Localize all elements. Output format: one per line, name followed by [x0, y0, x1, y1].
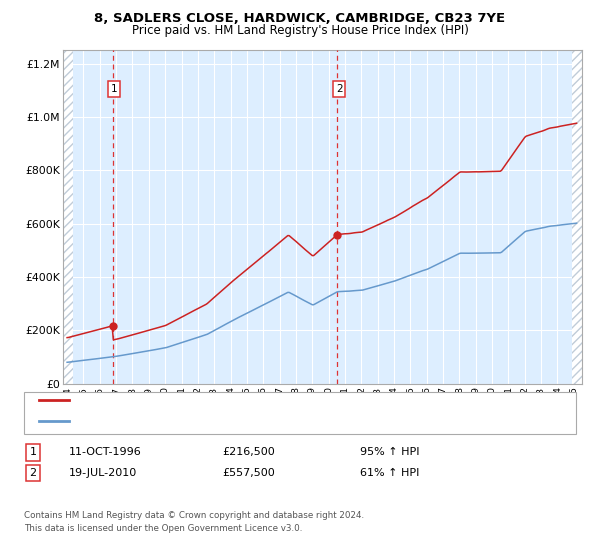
Bar [572, 50, 582, 384]
Text: 61% ↑ HPI: 61% ↑ HPI [360, 468, 419, 478]
Text: Price paid vs. HM Land Registry's House Price Index (HPI): Price paid vs. HM Land Registry's House … [131, 24, 469, 36]
Text: Contains HM Land Registry data © Crown copyright and database right 2024.: Contains HM Land Registry data © Crown c… [24, 511, 364, 520]
Text: 2: 2 [336, 83, 343, 94]
Text: 19-JUL-2010: 19-JUL-2010 [69, 468, 137, 478]
Text: 8, SADLERS CLOSE, HARDWICK, CAMBRIDGE, CB23 7YE (detached house): 8, SADLERS CLOSE, HARDWICK, CAMBRIDGE, C… [72, 395, 433, 405]
Text: 1: 1 [29, 447, 37, 458]
Text: This data is licensed under the Open Government Licence v3.0.: This data is licensed under the Open Gov… [24, 524, 302, 533]
Text: 8, SADLERS CLOSE, HARDWICK, CAMBRIDGE, CB23 7YE: 8, SADLERS CLOSE, HARDWICK, CAMBRIDGE, C… [94, 12, 506, 25]
Text: 95% ↑ HPI: 95% ↑ HPI [360, 447, 419, 458]
Text: 11-OCT-1996: 11-OCT-1996 [69, 447, 142, 458]
Text: £216,500: £216,500 [222, 447, 275, 458]
Text: 2: 2 [29, 468, 37, 478]
Text: £557,500: £557,500 [222, 468, 275, 478]
Text: 1: 1 [111, 83, 118, 94]
Bar [63, 50, 73, 384]
Text: HPI: Average price, detached house, South Cambridgeshire: HPI: Average price, detached house, Sout… [72, 416, 362, 426]
